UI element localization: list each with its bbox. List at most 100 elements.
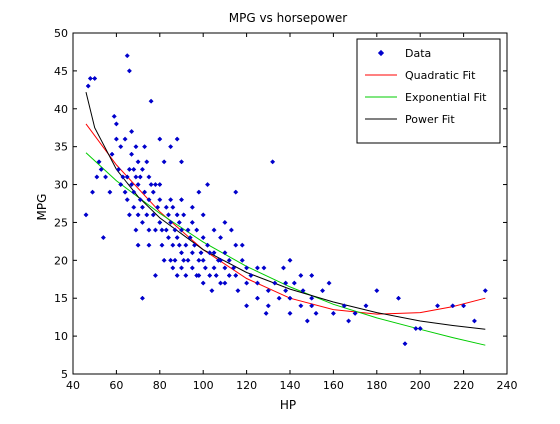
data-point: [298, 303, 304, 309]
data-point: [107, 189, 113, 195]
data-point: [346, 318, 352, 324]
data-point: [313, 310, 319, 316]
data-point: [139, 204, 145, 210]
data-point: [482, 288, 488, 294]
data-point: [148, 98, 154, 104]
data-point: [83, 212, 89, 218]
data-point: [265, 288, 271, 294]
data-point: [435, 303, 441, 309]
data-point: [155, 204, 161, 210]
data-point: [135, 182, 141, 188]
data-point: [131, 166, 137, 172]
data-point: [94, 174, 100, 180]
data-point: [183, 272, 189, 279]
data-point: [124, 197, 130, 203]
data-point: [263, 310, 269, 316]
data-point: [461, 303, 467, 309]
y-tick-label: 5: [61, 368, 68, 381]
data-point: [413, 325, 419, 332]
data-point: [150, 189, 156, 195]
data-point: [165, 235, 172, 241]
data-point: [222, 280, 228, 286]
data-point: [196, 189, 202, 195]
data-point: [131, 204, 137, 210]
data-point: [170, 265, 176, 271]
data-point: [218, 257, 224, 263]
data-point: [244, 265, 250, 271]
x-tick-label: 220: [453, 379, 474, 392]
data-point: [211, 250, 217, 256]
y-tick-label: 25: [54, 216, 68, 229]
data-point: [341, 303, 347, 309]
data-point: [170, 204, 176, 210]
data-point: [142, 189, 148, 195]
data-point: [200, 212, 206, 218]
data-point: [87, 75, 93, 82]
data-point: [172, 227, 178, 233]
data-point: [168, 219, 174, 225]
data-point: [170, 242, 176, 248]
data-point: [168, 197, 174, 203]
legend-marker-data: [377, 49, 385, 57]
exponential-fit-line: [85, 152, 486, 346]
data-point: [131, 189, 137, 195]
x-tick-label: 100: [193, 379, 214, 392]
data-point: [270, 159, 276, 165]
data-point: [330, 310, 336, 316]
data-point: [146, 242, 152, 248]
x-tick-label: 40: [66, 379, 80, 392]
data-point: [172, 257, 178, 263]
data-point: [231, 265, 237, 271]
data-point: [402, 341, 408, 347]
data-point: [129, 151, 135, 157]
data-point: [194, 227, 200, 233]
data-point: [163, 227, 169, 233]
data-point: [157, 197, 163, 203]
data-point: [111, 113, 117, 119]
data-point: [137, 197, 143, 203]
data-point: [309, 303, 315, 309]
data-point: [417, 325, 423, 332]
data-point: [157, 136, 163, 142]
data-point: [207, 250, 213, 256]
data-point: [189, 204, 195, 210]
data-point: [265, 303, 271, 309]
data-point: [209, 288, 215, 294]
data-point: [133, 144, 139, 150]
x-tick-label: 180: [366, 379, 387, 392]
data-point: [120, 174, 126, 180]
data-point: [113, 121, 119, 127]
data-point: [133, 227, 139, 233]
data-point: [233, 272, 239, 279]
data-point: [135, 159, 141, 165]
data-point: [100, 235, 106, 241]
data-point: [218, 235, 224, 241]
legend-label-power-fit: Power Fit: [405, 113, 455, 126]
data-point: [200, 257, 206, 263]
data-point: [187, 235, 193, 241]
data-point: [135, 212, 141, 218]
data-point: [144, 159, 150, 165]
data-point: [395, 295, 402, 301]
data-point: [222, 219, 228, 225]
x-tick-label: 120: [236, 379, 257, 392]
data-point: [239, 257, 245, 263]
data-point: [152, 182, 159, 188]
y-tick-label: 50: [54, 27, 68, 40]
data-point: [191, 242, 198, 248]
data-point: [235, 288, 241, 294]
x-tick-label: 200: [410, 379, 431, 392]
data-point: [157, 219, 163, 225]
data-point: [102, 174, 109, 180]
data-point: [165, 212, 172, 218]
data-point: [254, 265, 261, 271]
y-axis-label: MPG: [35, 194, 49, 221]
data-point: [254, 295, 261, 301]
data-point: [118, 182, 124, 188]
x-tick-label: 80: [153, 379, 167, 392]
data-point: [178, 265, 185, 271]
data-point: [181, 257, 187, 263]
data-point: [146, 197, 152, 203]
data-point: [92, 75, 98, 82]
